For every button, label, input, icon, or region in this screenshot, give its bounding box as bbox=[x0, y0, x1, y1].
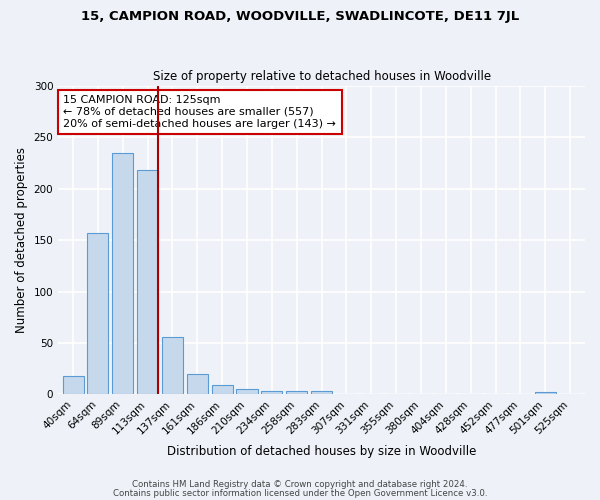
Bar bbox=[212, 385, 233, 394]
X-axis label: Distribution of detached houses by size in Woodville: Distribution of detached houses by size … bbox=[167, 444, 476, 458]
Text: Contains HM Land Registry data © Crown copyright and database right 2024.: Contains HM Land Registry data © Crown c… bbox=[132, 480, 468, 489]
Text: 15, CAMPION ROAD, WOODVILLE, SWADLINCOTE, DE11 7JL: 15, CAMPION ROAD, WOODVILLE, SWADLINCOTE… bbox=[81, 10, 519, 23]
Y-axis label: Number of detached properties: Number of detached properties bbox=[15, 148, 28, 334]
Bar bbox=[187, 374, 208, 394]
Text: Contains public sector information licensed under the Open Government Licence v3: Contains public sector information licen… bbox=[113, 488, 487, 498]
Text: 15 CAMPION ROAD: 125sqm
← 78% of detached houses are smaller (557)
20% of semi-d: 15 CAMPION ROAD: 125sqm ← 78% of detache… bbox=[64, 96, 337, 128]
Bar bbox=[137, 170, 158, 394]
Bar bbox=[112, 153, 133, 394]
Bar bbox=[262, 392, 283, 394]
Bar bbox=[88, 233, 109, 394]
Title: Size of property relative to detached houses in Woodville: Size of property relative to detached ho… bbox=[152, 70, 491, 84]
Bar bbox=[162, 337, 183, 394]
Bar bbox=[236, 390, 257, 394]
Bar bbox=[286, 392, 307, 394]
Bar bbox=[535, 392, 556, 394]
Bar bbox=[62, 376, 83, 394]
Bar bbox=[311, 392, 332, 394]
